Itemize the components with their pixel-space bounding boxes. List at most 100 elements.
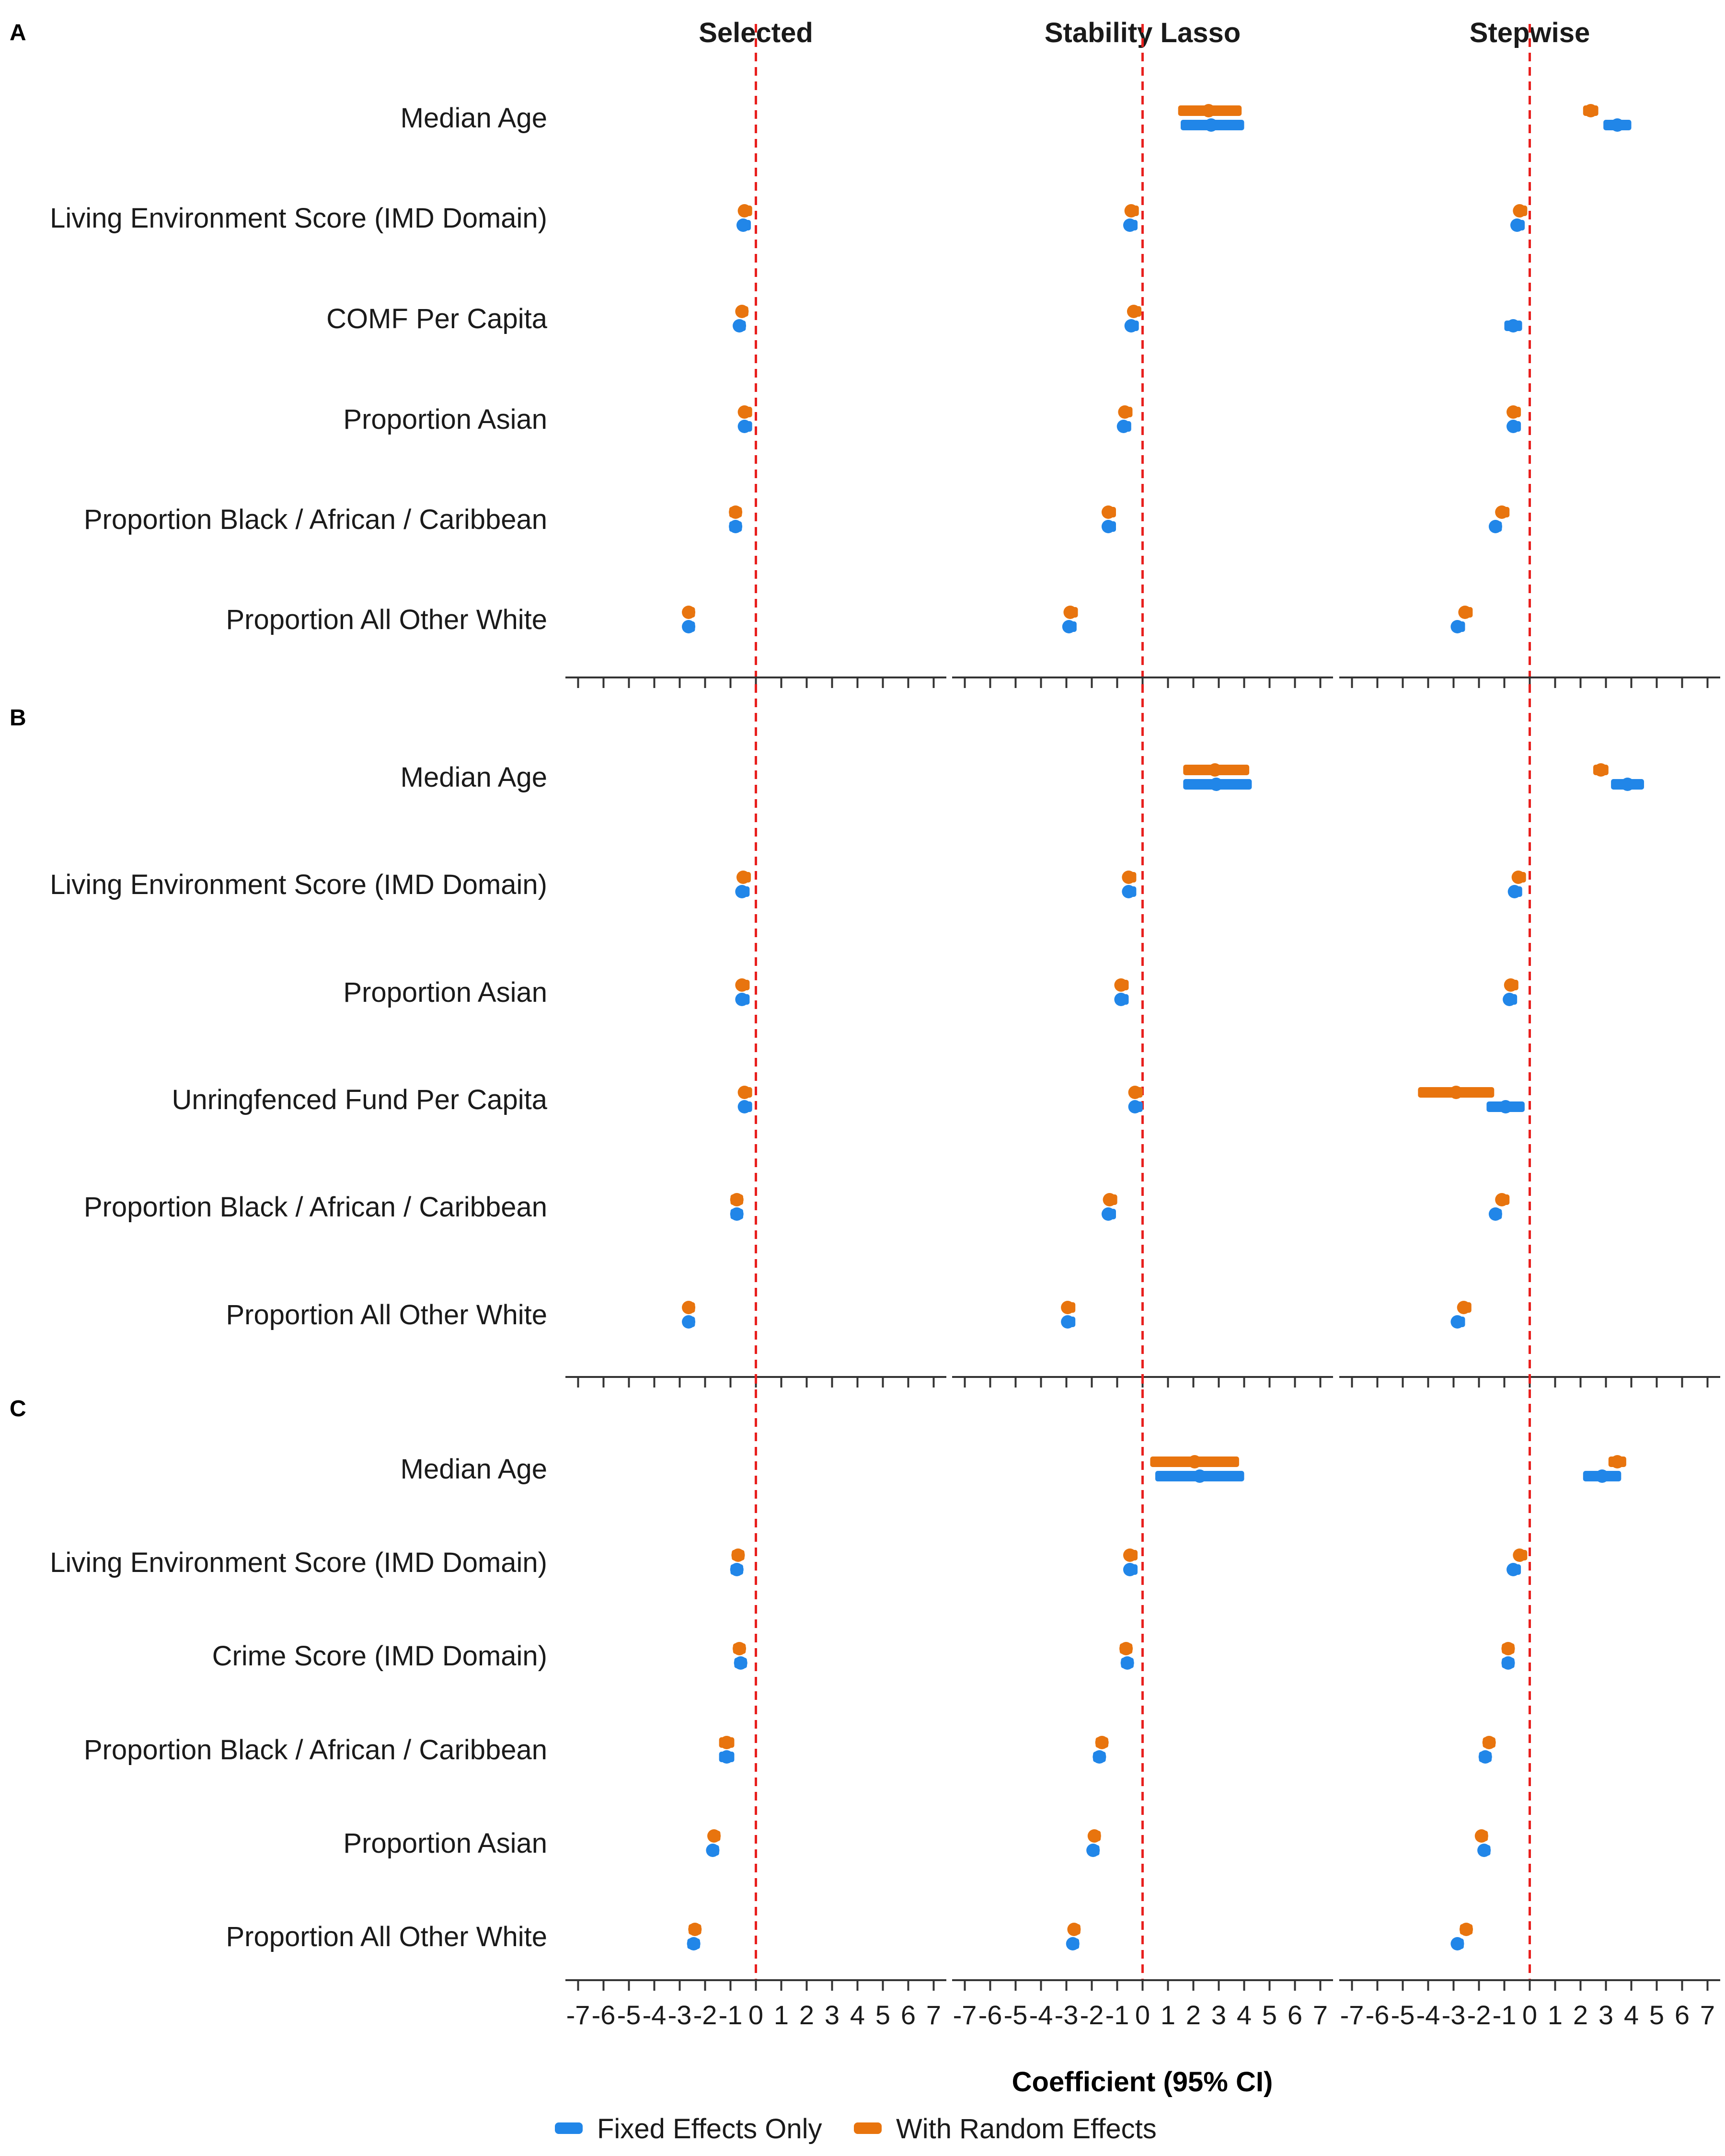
row-label: Proportion All Other White [226,604,547,635]
x-tick-label: 0 [748,2000,763,2030]
point-estimate-fixed [1209,778,1223,791]
point-estimate-fixed [736,218,750,232]
row-label: Proportion Asian [343,404,547,435]
point-estimate-random [1202,104,1216,117]
point-estimate-fixed [1506,420,1520,433]
point-estimate-random [1495,505,1509,519]
point-estimate-random [1127,305,1140,318]
point-estimate-fixed [687,1937,701,1950]
point-estimate-random [1101,505,1115,519]
panel-letter-b: B [10,705,26,731]
x-tick-label: -4 [1416,2000,1440,2030]
point-estimate-fixed [729,520,743,533]
x-tick-label: 2 [799,2000,814,2030]
point-estimate-fixed [1101,520,1115,533]
row-label: Median Age [401,1454,547,1485]
x-tick-label: 1 [1161,2000,1175,2030]
point-estimate-random [1458,606,1472,619]
x-axis-title: Coefficient (95% CI) [1012,2066,1273,2098]
point-estimate-fixed [1610,118,1624,132]
point-estimate-fixed [1621,778,1634,791]
legend-swatch-random-effects [854,2122,882,2134]
x-tick-label: -5 [1391,2000,1415,2030]
row-label: Unringfenced Fund Per Capita [172,1084,548,1115]
x-tick-label: 0 [1522,2000,1537,2030]
x-tick-label: -4 [643,2000,667,2030]
legend-label-random-effects: With Random Effects [896,2113,1157,2145]
x-tick-label: -6 [1366,2000,1390,2030]
point-estimate-random [1513,1548,1527,1562]
point-estimate-fixed [1062,620,1076,633]
x-tick-label: 1 [774,2000,789,2030]
x-tick-label: 5 [1649,2000,1664,2030]
point-estimate-random [1114,978,1128,992]
point-estimate-fixed [1488,1207,1502,1221]
point-estimate-fixed [737,1100,751,1113]
x-tick-label: 6 [1675,2000,1690,2030]
x-tick-label: -1 [1105,2000,1129,2030]
point-estimate-fixed [730,1563,744,1576]
point-estimate-fixed [720,1750,734,1764]
point-estimate-fixed [1116,420,1130,433]
point-estimate-fixed [1507,885,1521,898]
point-estimate-fixed [1120,1656,1134,1670]
point-estimate-fixed [1101,1207,1115,1221]
panel-letter-c: C [10,1396,26,1422]
x-tick-label: 7 [1313,2000,1328,2030]
row-label: Median Age [401,103,547,134]
point-estimate-fixed [1092,1750,1106,1764]
point-estimate-random [737,1086,751,1099]
x-tick-label: -6 [978,2000,1002,2030]
x-tick-label: 3 [825,2000,840,2030]
x-tick-label: 3 [1211,2000,1226,2030]
point-estimate-random [1506,405,1520,419]
x-tick-label: -7 [1340,2000,1364,2030]
point-estimate-fixed [1061,1315,1075,1329]
x-tick-label: 6 [901,2000,916,2030]
x-tick-label: -1 [719,2000,743,2030]
point-estimate-fixed [1506,319,1520,333]
point-estimate-fixed [1499,1100,1513,1113]
point-estimate-fixed [1128,1100,1142,1113]
point-estimate-fixed [1510,218,1524,232]
x-tick-label: 4 [1237,2000,1252,2030]
point-estimate-random [735,305,749,318]
point-estimate-random [1449,1086,1463,1099]
x-tick-label: 6 [1288,2000,1302,2030]
point-estimate-fixed [1488,520,1502,533]
panel-letter-a: A [10,20,26,46]
point-estimate-fixed [1478,1750,1492,1764]
row-label: COMF Per Capita [326,303,548,334]
row-label: Proportion All Other White [226,1299,547,1330]
x-tick-label: -3 [668,2000,692,2030]
row-label: Proportion Black / African / Caribbean [84,1734,547,1766]
row-label: Median Age [401,762,547,793]
point-estimate-random [720,1736,734,1749]
point-estimate-random [1123,1548,1137,1562]
point-estimate-random [1482,1736,1496,1749]
point-estimate-random [729,505,743,519]
x-tick-label: 7 [1700,2000,1715,2030]
point-estimate-fixed [1124,319,1138,333]
point-estimate-random [735,978,749,992]
point-estimate-random [1188,1455,1202,1468]
legend: Fixed Effects Only With Random Effects [555,2113,1157,2145]
x-tick-label: -7 [566,2000,590,2030]
point-estimate-fixed [1086,1844,1100,1857]
x-tick-label: -1 [1493,2000,1517,2030]
point-estimate-random [1208,763,1222,777]
x-tick-label: -5 [617,2000,641,2030]
point-estimate-fixed [706,1844,720,1857]
x-tick-label: -2 [1080,2000,1104,2030]
point-estimate-random [688,1923,702,1936]
point-estimate-random [1610,1455,1624,1468]
x-tick-label: 0 [1135,2000,1150,2030]
point-estimate-random [1119,1642,1133,1655]
x-tick-label: 3 [1598,2000,1613,2030]
row-label: Living Environment Score (IMD Domain) [50,1547,547,1578]
point-estimate-random [1067,1923,1081,1936]
point-estimate-random [731,1548,745,1562]
point-estimate-fixed [1066,1937,1080,1950]
